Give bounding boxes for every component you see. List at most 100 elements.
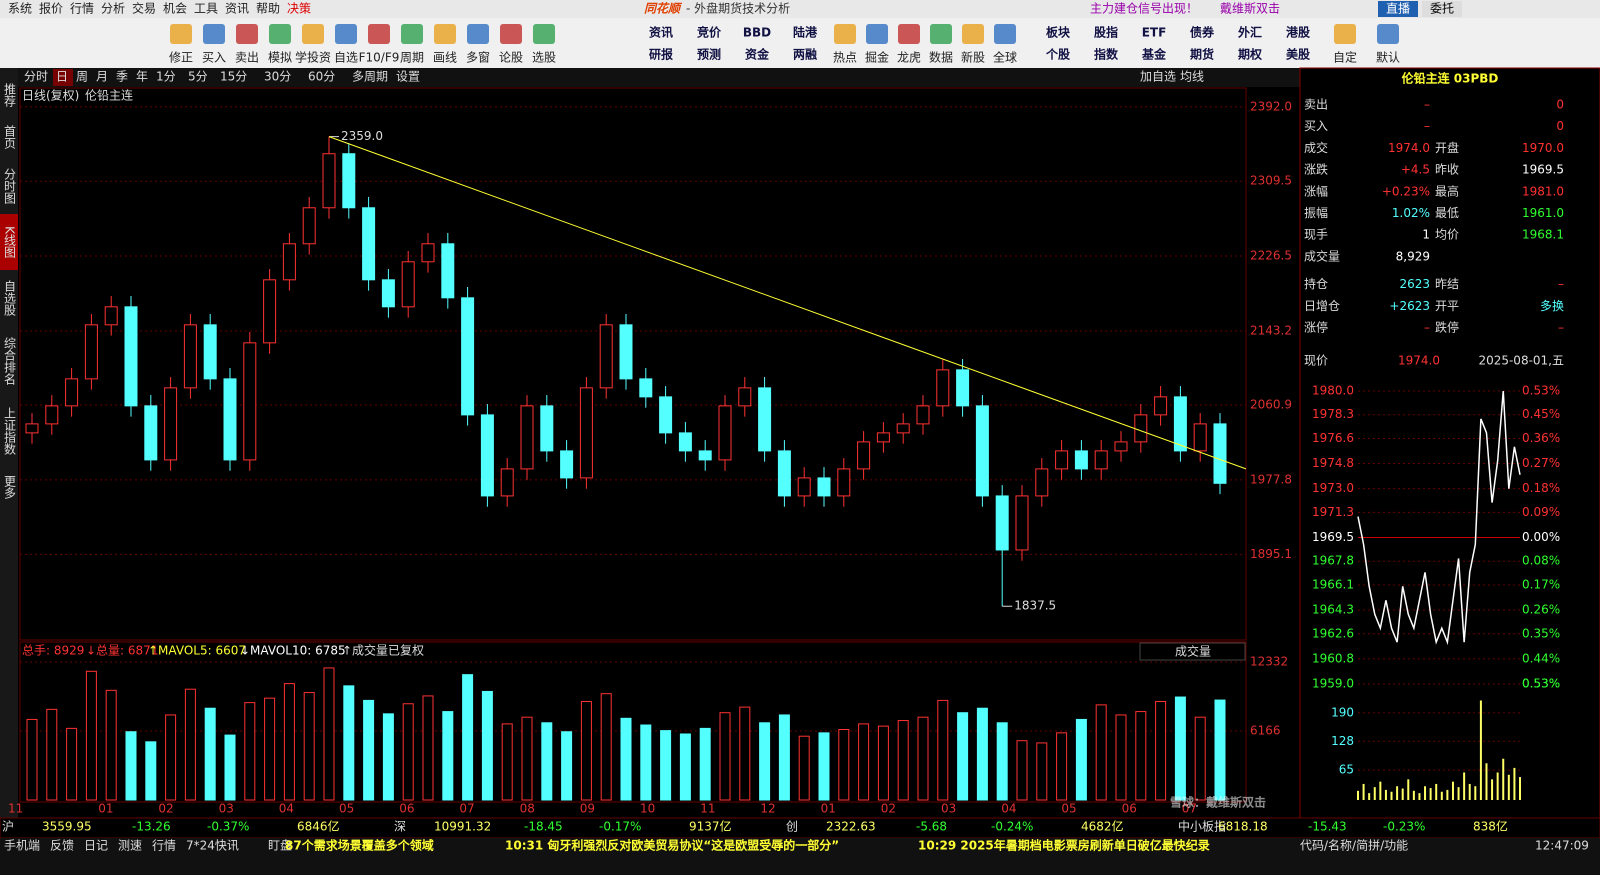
toolbar-button[interactable]: 研报 — [649, 47, 673, 62]
toolbar-button[interactable]: 基金 — [1141, 47, 1167, 62]
period-tab[interactable]: 月 — [96, 70, 108, 84]
top-button[interactable]: 直播 — [1386, 2, 1410, 16]
toolbar-button[interactable]: 龙虎 — [897, 51, 921, 65]
toolbar-button[interactable]: 陆港 — [793, 25, 818, 40]
menu-item[interactable]: 决策 — [287, 2, 311, 16]
toolbar-button[interactable]: 选股 — [532, 51, 556, 65]
pct-label: 0.53% — [1522, 677, 1560, 691]
period-tab[interactable]: 日 — [56, 70, 68, 84]
period-tab[interactable]: 周 — [76, 70, 88, 84]
toolbar-button[interactable]: 期货 — [1190, 47, 1214, 62]
toolbar-button[interactable]: 论股 — [499, 51, 523, 65]
news-item[interactable]: 10:29 2025年暑期档电影票房刷新单日破亿最快纪录 — [918, 838, 1210, 853]
toolbar-button[interactable]: 股指 — [1094, 25, 1118, 40]
tab-action[interactable]: 加自选 — [1140, 70, 1176, 84]
menu-item[interactable]: 系统 — [8, 2, 32, 16]
news-item[interactable]: 10:31 匈牙利强烈反对欧美贸易协议“这是欧盟受辱的一部分” — [505, 838, 839, 853]
toolbar-button[interactable]: 全球 — [993, 50, 1017, 65]
toolbar-button[interactable]: 港股 — [1286, 25, 1311, 40]
menu-item[interactable]: 分析 — [101, 2, 125, 16]
period-tab[interactable]: 15分 — [220, 70, 247, 84]
period-tab[interactable]: 多周期 — [352, 70, 388, 84]
app-title: 同花顺 — [644, 2, 683, 16]
sidebar-tab[interactable]: 推荐 — [3, 83, 17, 108]
toolbar-button[interactable]: 周期 — [400, 51, 424, 65]
volume-bar — [1075, 718, 1087, 801]
toolbar-button[interactable]: 默认 — [1376, 50, 1400, 65]
toolbar-button[interactable]: 新股 — [961, 50, 985, 65]
quote-label: 最高 — [1435, 183, 1459, 198]
toolbar-button[interactable]: F10/F9 — [359, 51, 400, 65]
toolbar-button[interactable]: 热点 — [833, 51, 857, 65]
toolbar-button[interactable]: 多窗 — [466, 51, 490, 65]
toolbar-button[interactable]: 两融 — [793, 47, 817, 62]
toolbar-button[interactable]: 板块 — [1046, 25, 1071, 40]
sidebar-tab[interactable]: 更多 — [3, 475, 17, 500]
news-item[interactable]: 87个需求场景覆盖多个领域 — [285, 838, 434, 853]
promo[interactable]: 主力建仓信号出现！ — [1090, 2, 1198, 16]
period-tab[interactable]: 1分 — [156, 70, 176, 84]
search[interactable]: 代码/名称/简拼/功能 — [1300, 838, 1408, 853]
toolbar-button[interactable]: 数据 — [929, 50, 953, 65]
footer-tab[interactable]: 行情 — [152, 839, 176, 853]
footer-tab[interactable]: 测速 — [118, 839, 142, 853]
menu-item[interactable]: 工具 — [194, 2, 218, 16]
candle-body — [1055, 450, 1069, 470]
menu-item[interactable]: 机会 — [163, 2, 187, 16]
toolbar-button[interactable]: 美股 — [1286, 47, 1311, 62]
toolbar-button[interactable]: 自选 — [334, 51, 358, 65]
sidebar-tab[interactable]: 分时图 — [3, 168, 17, 204]
toolbar-button[interactable]: 债券 — [1190, 25, 1215, 40]
toolbar-button[interactable]: 资金 — [745, 47, 770, 62]
chart-symbol: 伦铅主连 — [85, 88, 133, 103]
sidebar-tab[interactable]: 上证指数 — [3, 407, 17, 456]
period-tab[interactable]: 季 — [116, 70, 128, 84]
toolbar-button[interactable]: 模拟 — [268, 51, 292, 65]
footer-tab[interactable]: 日记 — [84, 839, 108, 853]
period-tab[interactable]: 年 — [136, 70, 148, 84]
menu-item[interactable]: 帮助 — [256, 2, 280, 16]
footer-tab[interactable]: 盯盘 — [268, 838, 292, 853]
toolbar-button[interactable]: ETF — [1142, 26, 1167, 40]
toolbar-button[interactable]: 买入 — [202, 51, 226, 65]
sidebar-tab[interactable]: 自选股 — [3, 280, 17, 317]
toolbar-button[interactable]: 个股 — [1045, 47, 1071, 62]
volume-dropdown-label[interactable]: 成交量 — [1175, 644, 1211, 659]
top-button[interactable]: 委托 — [1430, 2, 1454, 16]
toolbar-button[interactable]: 掘金 — [865, 50, 889, 65]
menu-item[interactable]: 行情 — [70, 2, 94, 16]
sidebar-tab[interactable]: K线图 — [3, 226, 17, 258]
period-tab[interactable]: 30分 — [264, 70, 291, 84]
period-tab[interactable]: 分时 — [24, 70, 48, 84]
sidebar-tab[interactable]: 首页 — [3, 125, 17, 150]
candle-body — [183, 324, 197, 389]
toolbar-button[interactable]: BBD — [743, 26, 771, 40]
toolbar-button[interactable]: 自定 — [1333, 50, 1357, 65]
sidebar-tab[interactable]: 综合排名 — [3, 337, 17, 385]
menu-item[interactable]: 报价 — [39, 1, 63, 16]
toolbar-button[interactable]: 指数 — [1094, 47, 1119, 62]
toolbar-button[interactable]: 外汇 — [1238, 25, 1262, 40]
toolbar-button[interactable]: 期权 — [1238, 47, 1263, 62]
toolbar-button[interactable]: 预测 — [697, 47, 721, 62]
footer-tab[interactable]: 7*24快讯 — [186, 839, 239, 853]
period-tab[interactable]: 5分 — [188, 70, 208, 84]
toolbar-button[interactable]: 学投资 — [295, 50, 331, 65]
candle-body — [738, 387, 752, 407]
toolbar-button[interactable]: 竞价 — [697, 25, 722, 40]
menu-item[interactable]: 交易 — [132, 1, 156, 16]
period-tab[interactable]: 60分 — [308, 70, 335, 84]
user[interactable]: 戴维斯双击 — [1220, 1, 1280, 16]
volume-bar — [1174, 696, 1186, 801]
footer-tab[interactable]: 反馈 — [50, 839, 74, 853]
toolbar-button[interactable]: 资讯 — [649, 25, 673, 40]
menu-item[interactable]: 资讯 — [225, 2, 249, 16]
toolbar-button[interactable]: 卖出 — [235, 51, 259, 65]
toolbar-button[interactable]: 画线 — [433, 51, 457, 65]
pct-label: 0.36% — [1522, 431, 1560, 445]
footer-tab[interactable]: 手机端 — [4, 839, 40, 853]
tab-action[interactable]: 均线 — [1180, 70, 1204, 84]
toolbar-button[interactable]: 修正 — [169, 50, 193, 65]
period-tab[interactable]: 设置 — [396, 70, 420, 84]
chart-title: 日线(复权) — [22, 89, 79, 103]
